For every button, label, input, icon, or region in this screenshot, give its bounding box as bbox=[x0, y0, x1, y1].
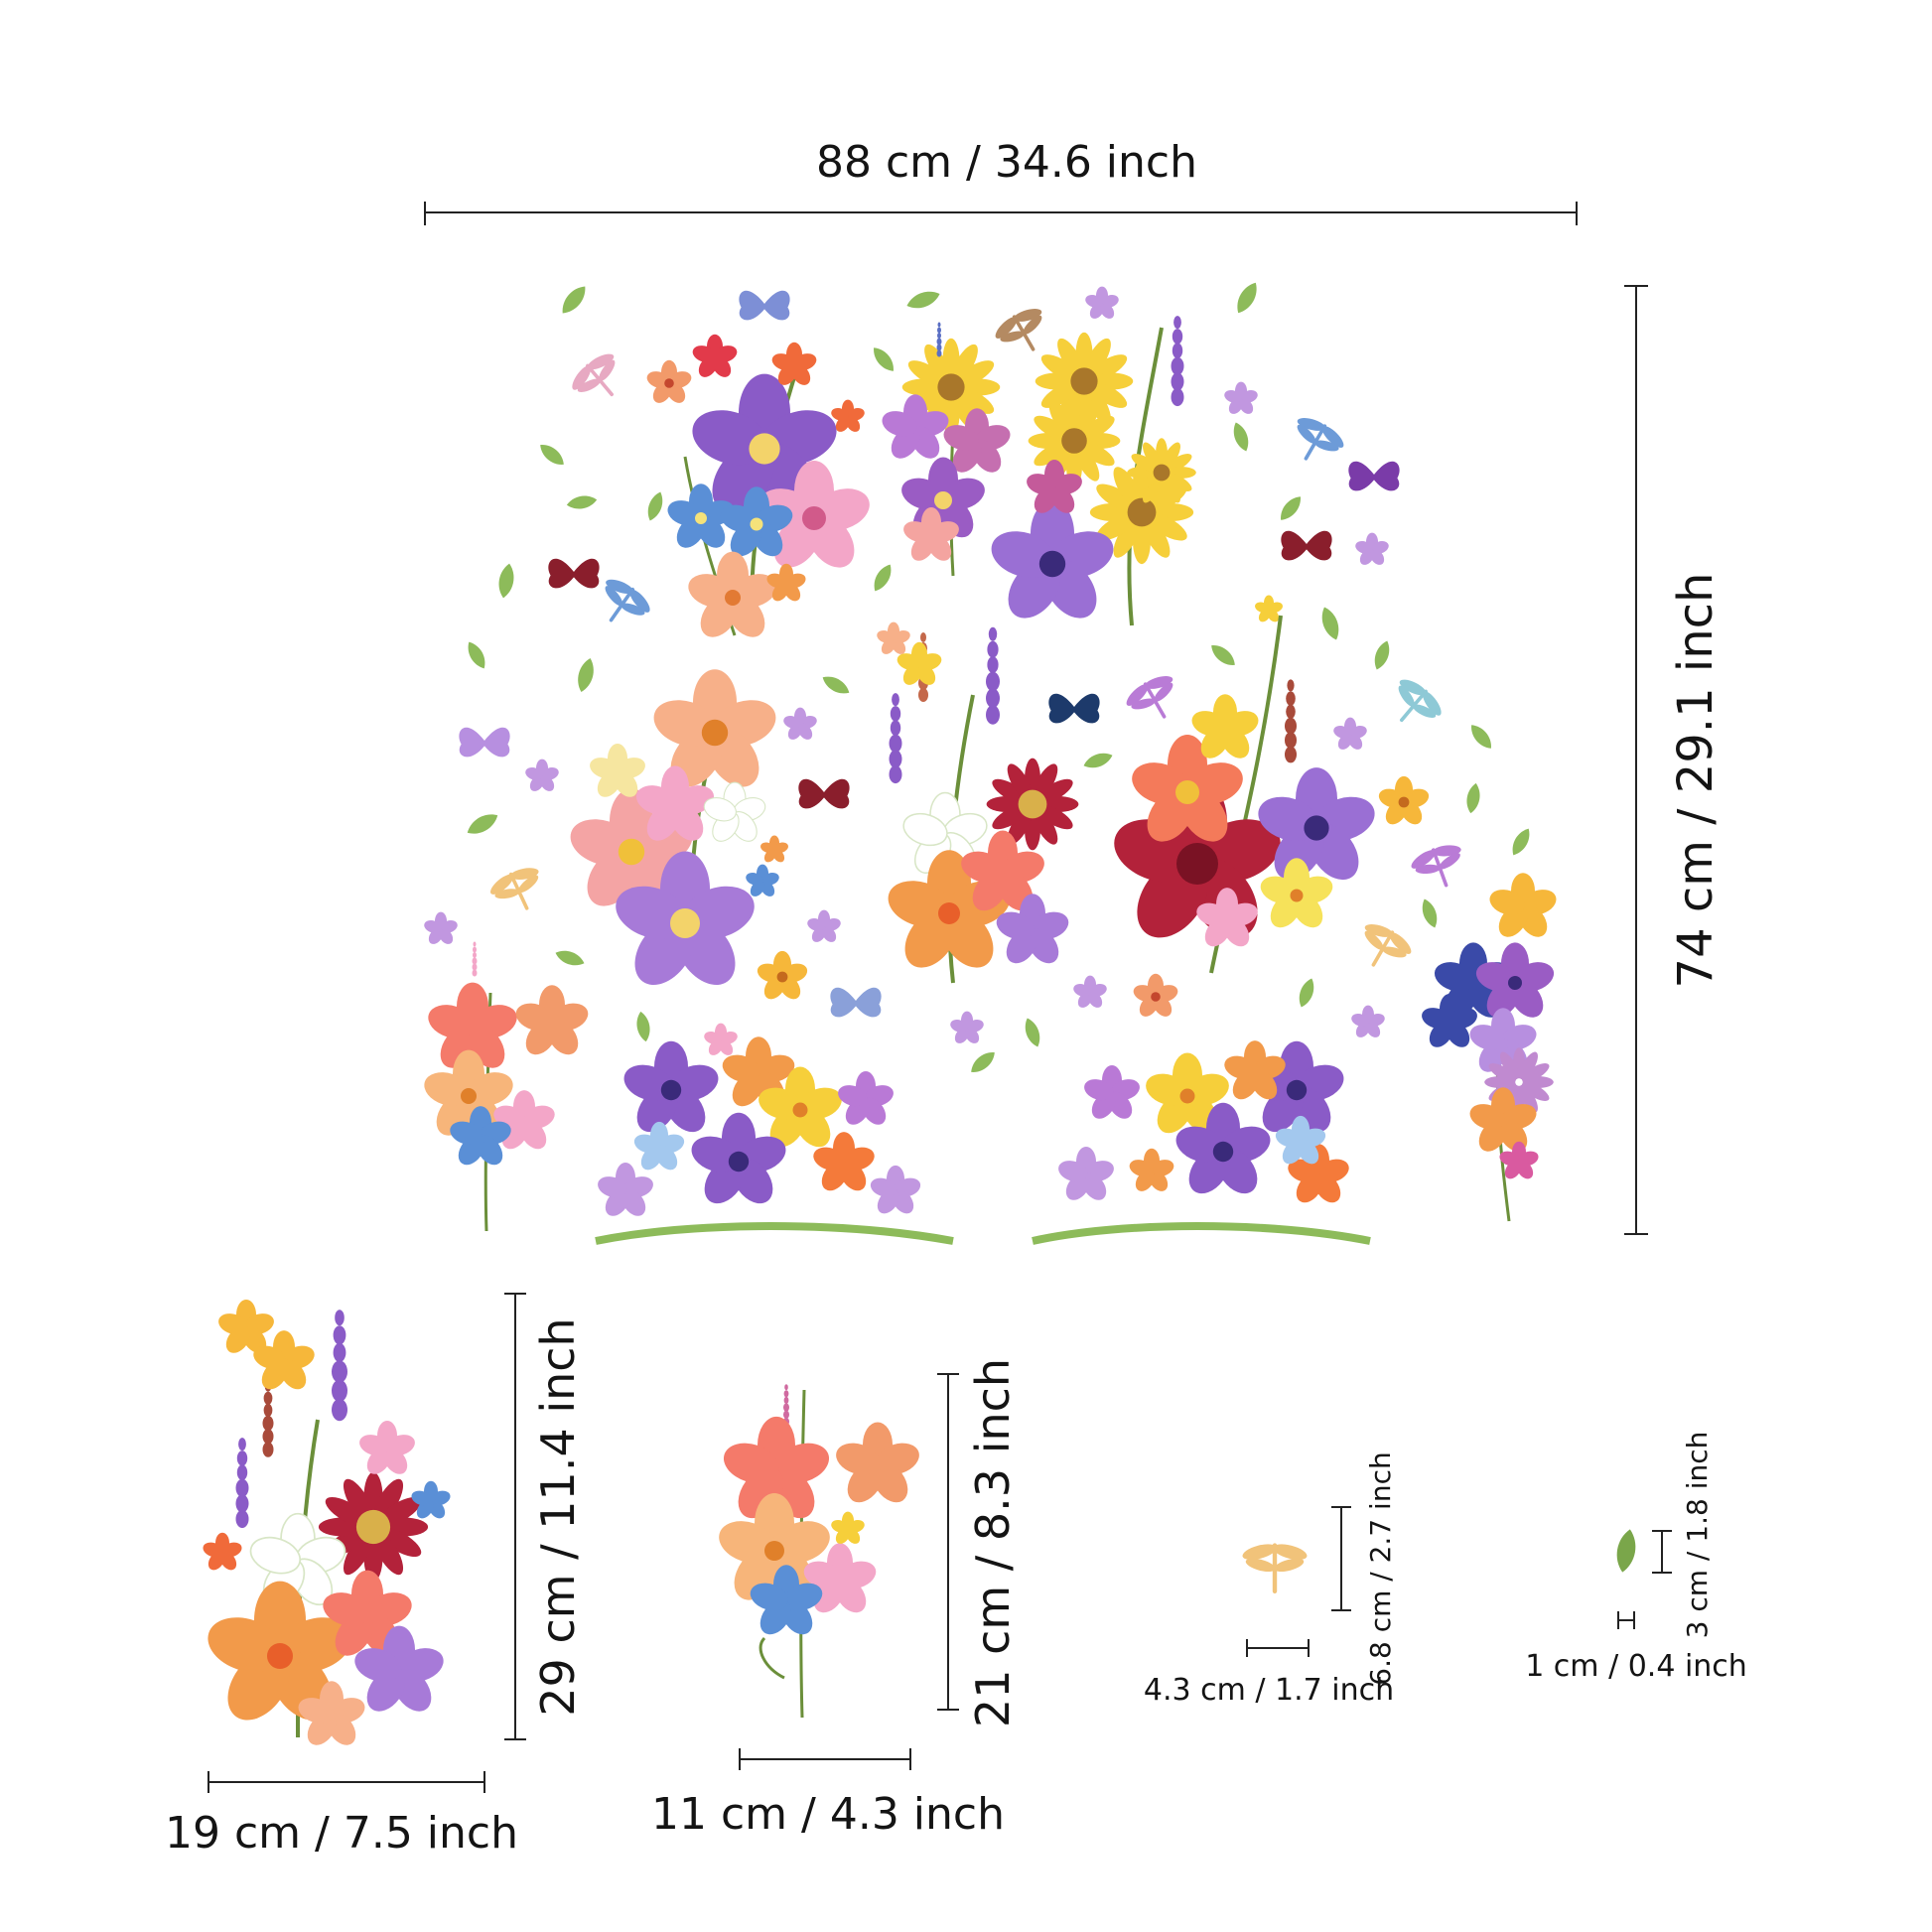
leaf-width-line bbox=[1617, 1611, 1635, 1629]
small-bouquet-width-label: 11 cm / 4.3 inch bbox=[651, 1789, 1005, 1840]
sheet-width-label: 88 cm / 34.6 inch bbox=[816, 137, 1197, 188]
dimension-lines bbox=[207, 202, 1672, 1793]
dragonfly-height-label: 6.8 cm / 2.7 inch bbox=[1364, 1451, 1397, 1686]
small-bouquet bbox=[713, 1384, 924, 1719]
scattered-blossoms bbox=[422, 286, 1432, 1046]
large-bouquet-width-label: 19 cm / 7.5 inch bbox=[165, 1808, 518, 1859]
bouquet-red-gerbera bbox=[875, 621, 1079, 984]
single-dragonfly bbox=[1240, 1541, 1310, 1593]
main-decal-sheet bbox=[419, 279, 1560, 1245]
bouquet-bottom-left bbox=[419, 941, 592, 1232]
sheet-height-label: 74 cm / 29.1 inch bbox=[1668, 572, 1724, 989]
small-bouquet-height-line bbox=[937, 1373, 959, 1711]
meadow-left bbox=[595, 1023, 954, 1245]
large-bouquet-height-label: 29 cm / 11.4 inch bbox=[531, 1317, 585, 1717]
large-bouquet-width-line bbox=[207, 1771, 485, 1793]
dragonfly-width-line bbox=[1246, 1639, 1310, 1657]
small-bouquet-height-label: 21 cm / 8.3 inch bbox=[966, 1357, 1020, 1728]
large-bouquet-height-line bbox=[504, 1293, 526, 1740]
sheet-height-line bbox=[1624, 285, 1648, 1235]
dragonfly-width-label: 4.3 cm / 1.7 inch bbox=[1143, 1673, 1395, 1708]
leaf-width-label: 1 cm / 0.4 inch bbox=[1525, 1649, 1747, 1684]
small-bouquet-width-line bbox=[739, 1748, 911, 1770]
large-bouquet bbox=[201, 1300, 453, 1751]
bouquet-purple-lily bbox=[664, 334, 876, 644]
dragonfly-height-line bbox=[1331, 1506, 1351, 1611]
leaf-height-line bbox=[1652, 1530, 1672, 1574]
bouquet-yellow-daisies bbox=[879, 316, 1196, 628]
bouquet-crimson-peony bbox=[1105, 615, 1381, 974]
meadow-right bbox=[1032, 1040, 1371, 1245]
single-leaf bbox=[1613, 1527, 1639, 1575]
bouquet-peach-purple bbox=[564, 669, 790, 997]
sheet-width-line bbox=[424, 202, 1578, 225]
leaf-height-label: 3 cm / 1.8 inch bbox=[1681, 1431, 1714, 1639]
bouquet-bottom-right bbox=[1419, 873, 1560, 1222]
